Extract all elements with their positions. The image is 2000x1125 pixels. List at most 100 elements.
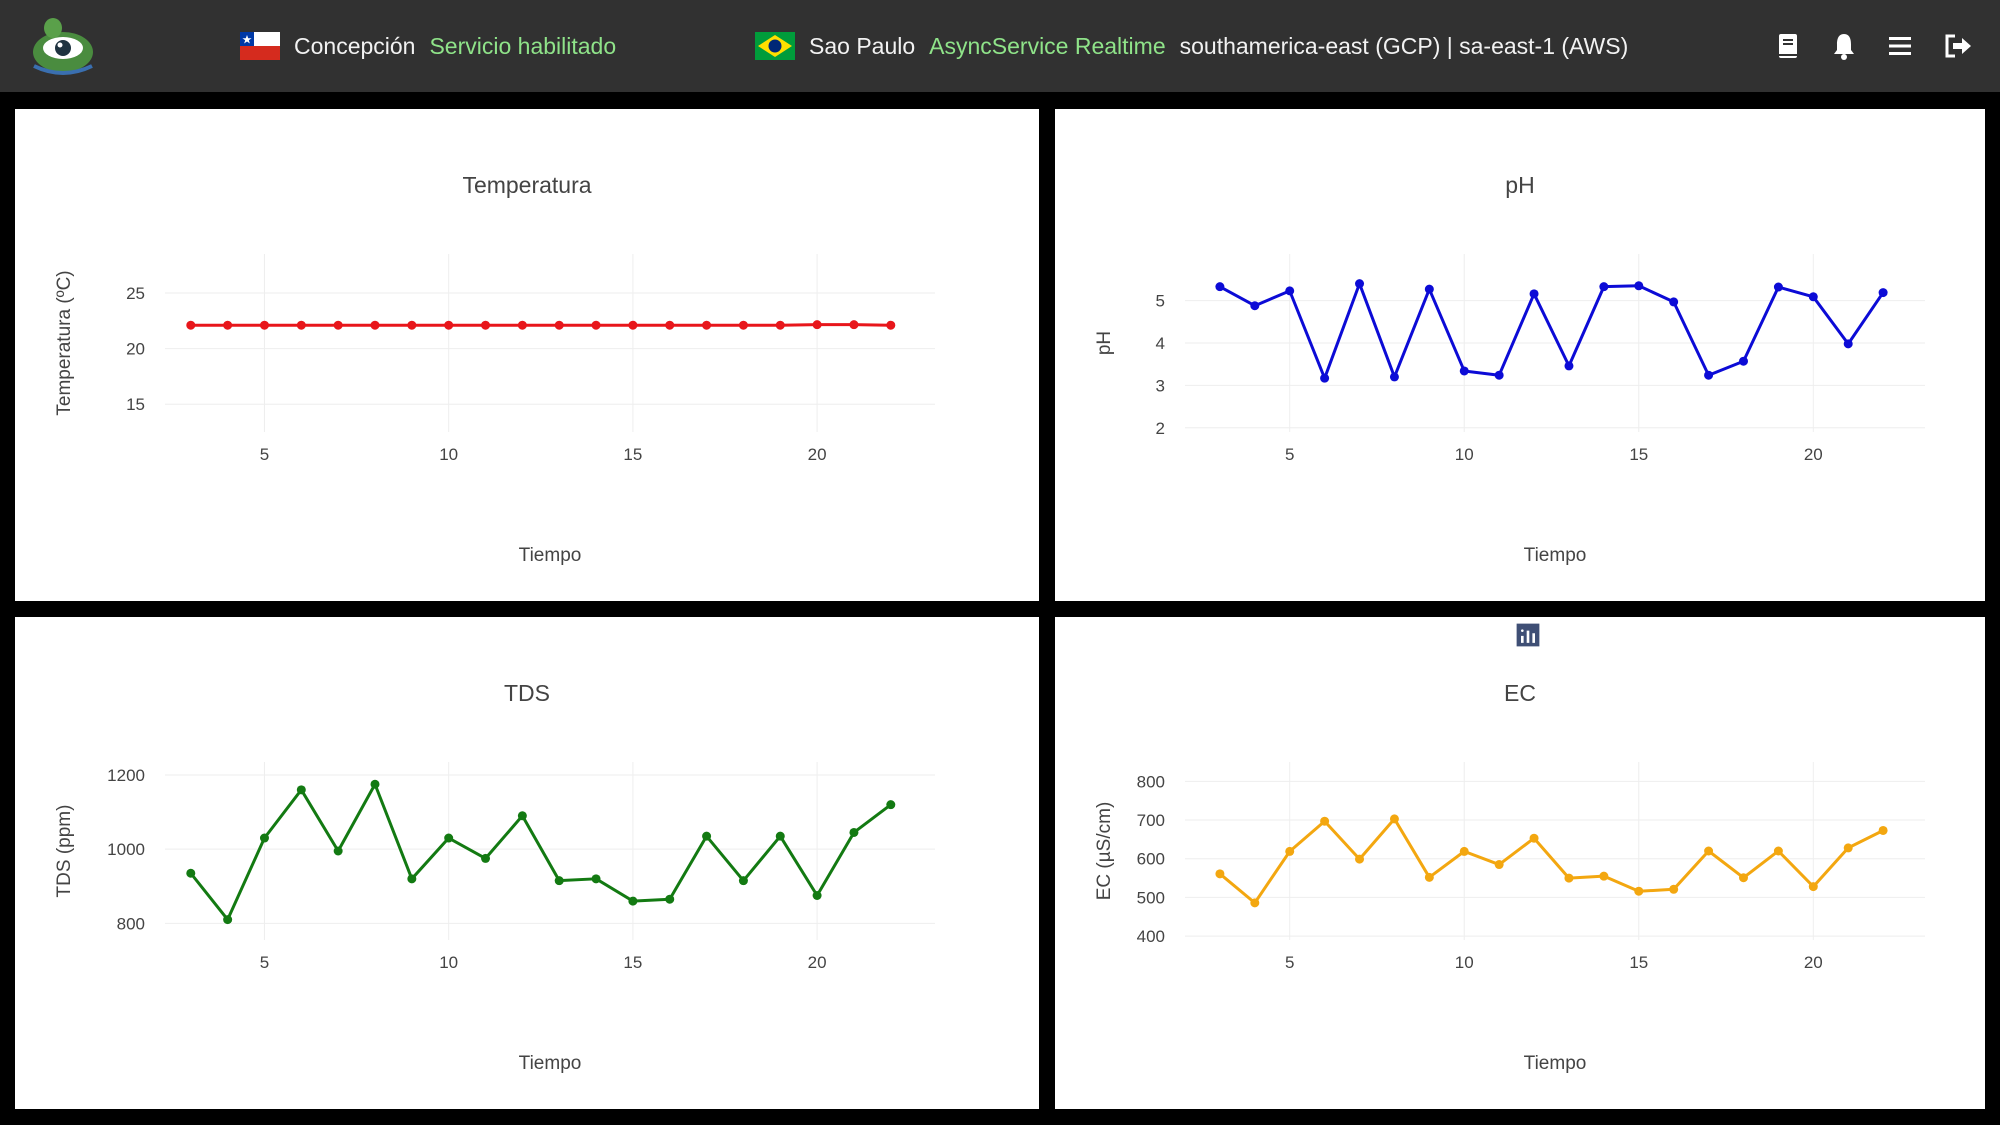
data-point[interactable] xyxy=(407,874,417,884)
data-point[interactable] xyxy=(1494,860,1504,870)
data-point[interactable] xyxy=(1738,356,1748,366)
data-point[interactable] xyxy=(1564,361,1574,371)
data-point[interactable] xyxy=(591,320,601,330)
data-point[interactable] xyxy=(775,831,785,841)
tds-chart-panel: 5 10 15 20 800 1000 1200 TDS Tiempo TDS (ppm) xyxy=(15,617,1039,1109)
data-point[interactable] xyxy=(1355,279,1365,289)
zoom-in-icon[interactable] xyxy=(1519,623,1732,653)
data-point[interactable] xyxy=(1843,843,1853,853)
data-point[interactable] xyxy=(1738,873,1748,883)
data-point[interactable] xyxy=(1564,873,1574,883)
data-point[interactable] xyxy=(1424,284,1434,294)
bell-icon[interactable] xyxy=(1828,30,1860,62)
data-point[interactable] xyxy=(738,320,748,330)
data-point[interactable] xyxy=(296,785,306,795)
data-point[interactable] xyxy=(775,320,785,330)
data-point[interactable] xyxy=(370,779,380,789)
data-point[interactable] xyxy=(296,320,306,330)
data-point[interactable] xyxy=(1808,882,1818,892)
data-point[interactable] xyxy=(517,811,527,821)
data-point[interactable] xyxy=(812,891,822,900)
data-point[interactable] xyxy=(702,320,712,330)
data-point[interactable] xyxy=(186,320,196,330)
ph-chart-panel: 5 10 15 20 2 3 4 5 pH Tiempo pH xyxy=(1055,109,1985,601)
data-point[interactable] xyxy=(702,831,712,841)
data-point[interactable] xyxy=(1285,846,1295,856)
data-point[interactable] xyxy=(1215,282,1225,292)
data-point[interactable] xyxy=(554,876,564,886)
data-point[interactable] xyxy=(628,320,638,330)
data-point[interactable] xyxy=(1250,898,1260,908)
data-point[interactable] xyxy=(1494,370,1504,380)
data-point[interactable] xyxy=(223,915,233,925)
data-point[interactable] xyxy=(1215,869,1225,879)
y-tick-label: 15 xyxy=(126,395,145,414)
data-point[interactable] xyxy=(1704,846,1714,856)
data-point[interactable] xyxy=(812,320,822,330)
data-point[interactable] xyxy=(481,853,491,863)
data-point[interactable] xyxy=(1529,289,1539,299)
data-point[interactable] xyxy=(517,320,527,330)
data-point[interactable] xyxy=(1634,886,1644,896)
data-point[interactable] xyxy=(665,894,675,904)
data-point[interactable] xyxy=(1634,281,1644,291)
data-point[interactable] xyxy=(333,846,343,856)
data-point[interactable] xyxy=(1843,339,1853,349)
data-point[interactable] xyxy=(1320,373,1330,383)
data-point[interactable] xyxy=(1599,871,1609,881)
data-point[interactable] xyxy=(444,320,454,330)
data-point[interactable] xyxy=(333,320,343,330)
hover-closest-icon[interactable] xyxy=(1517,623,1907,653)
data-point[interactable] xyxy=(223,320,233,330)
data-point[interactable] xyxy=(186,868,196,878)
data-point[interactable] xyxy=(849,320,859,330)
data-point[interactable] xyxy=(849,827,859,837)
data-point[interactable] xyxy=(886,320,896,330)
data-point[interactable] xyxy=(886,800,896,810)
data-point[interactable] xyxy=(554,320,564,330)
data-point[interactable] xyxy=(481,320,491,330)
data-point[interactable] xyxy=(1704,370,1714,380)
data-point[interactable] xyxy=(1459,846,1469,856)
pan-icon[interactable] xyxy=(1516,623,1619,653)
data-point[interactable] xyxy=(1389,814,1399,824)
data-point[interactable] xyxy=(1320,816,1330,826)
plotly-logo-icon[interactable] xyxy=(1516,623,1985,653)
data-point[interactable] xyxy=(1878,288,1888,298)
data-point[interactable] xyxy=(738,876,748,886)
zoom-icon[interactable] xyxy=(1517,623,1584,653)
menu-icon[interactable] xyxy=(1884,30,1916,62)
data-point[interactable] xyxy=(259,320,269,330)
data-point[interactable] xyxy=(665,320,675,330)
frog-eye-logo-icon[interactable] xyxy=(28,12,98,76)
data-point[interactable] xyxy=(1250,301,1260,311)
data-point[interactable] xyxy=(1669,884,1679,894)
box-select-icon[interactable] xyxy=(1518,623,1654,653)
data-point[interactable] xyxy=(407,320,417,330)
data-point[interactable] xyxy=(370,320,380,330)
hover-compare-icon[interactable] xyxy=(1519,623,1942,653)
data-point[interactable] xyxy=(591,874,601,884)
reset-axes-icon[interactable] xyxy=(1517,623,1837,653)
data-point[interactable] xyxy=(1599,282,1609,292)
data-point[interactable] xyxy=(1773,846,1783,856)
lasso-select-icon[interactable] xyxy=(1519,623,1689,653)
data-point[interactable] xyxy=(1285,286,1295,296)
data-point[interactable] xyxy=(628,896,638,906)
data-point[interactable] xyxy=(1355,854,1365,864)
data-point[interactable] xyxy=(1424,872,1434,882)
data-point[interactable] xyxy=(1459,366,1469,376)
data-point[interactable] xyxy=(1669,297,1679,307)
data-point[interactable] xyxy=(1389,372,1399,382)
autoscale-icon[interactable] xyxy=(1518,623,1802,653)
data-point[interactable] xyxy=(1878,825,1888,835)
spike-lines-icon[interactable] xyxy=(1522,623,1872,653)
zoom-out-icon[interactable] xyxy=(1519,623,1767,653)
data-point[interactable] xyxy=(259,833,269,843)
logout-icon[interactable] xyxy=(1942,30,1974,62)
data-point[interactable] xyxy=(1773,282,1783,292)
data-point[interactable] xyxy=(1808,292,1818,302)
data-point[interactable] xyxy=(444,833,454,843)
book-icon[interactable] xyxy=(1772,30,1804,62)
data-point[interactable] xyxy=(1529,833,1539,843)
